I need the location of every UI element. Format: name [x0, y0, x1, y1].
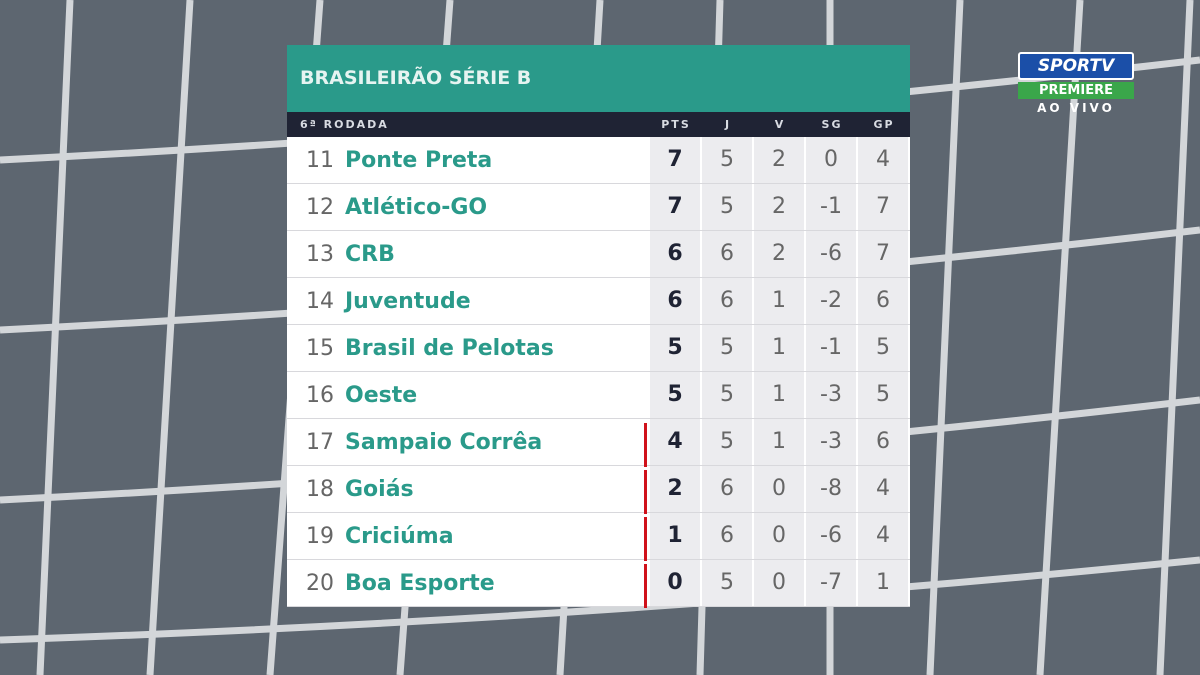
team-name: Sampaio Corrêa: [345, 429, 543, 455]
stat-cell: 0: [650, 560, 700, 606]
stat-cell: 1: [754, 278, 804, 324]
stat-cell: 6: [702, 231, 752, 277]
position: 16: [306, 382, 334, 408]
stat-cell: 0: [754, 466, 804, 512]
team-name: CRB: [345, 241, 395, 267]
stat-cell: 0: [754, 560, 804, 606]
position: 12: [306, 194, 334, 220]
channel-name: SPORTV: [1018, 52, 1134, 80]
stat-cell: 5: [702, 137, 752, 183]
table-row: 14 Juventude 6 6 1 -2 6: [287, 278, 910, 325]
stat-cell: 2: [754, 137, 804, 183]
column-header: PTS: [661, 118, 691, 131]
stat-cell: 5: [702, 419, 752, 465]
table-row: 12 Atlético-GO 7 5 2 -1 7: [287, 184, 910, 231]
stat-cell: 6: [702, 466, 752, 512]
position: 18: [306, 476, 334, 502]
table-title: BRASILEIRÃO SÉRIE B: [287, 45, 910, 112]
stat-cell: 1: [754, 372, 804, 418]
column-header: GP: [873, 118, 895, 131]
stat-cell: 2: [754, 184, 804, 230]
table-row: 19 Criciúma 1 6 0 -6 4: [287, 513, 910, 560]
stat-cell: 4: [858, 466, 908, 512]
table-row: 18 Goiás 2 6 0 -8 4: [287, 466, 910, 513]
stat-cell: 5: [702, 184, 752, 230]
stat-cell: 1: [650, 513, 700, 559]
table-row: 13 CRB 6 6 2 -6 7: [287, 231, 910, 278]
column-header: V: [774, 118, 786, 131]
position: 13: [306, 241, 334, 267]
live-status: AO VIVO: [1037, 101, 1115, 115]
position: 19: [306, 523, 334, 549]
stat-cell: 5: [858, 325, 908, 371]
stat-cell: 0: [754, 513, 804, 559]
stat-cell: -6: [806, 513, 856, 559]
stat-cell: 1: [754, 325, 804, 371]
team-name: Ponte Preta: [345, 147, 493, 173]
stat-cell: 5: [702, 560, 752, 606]
position: 20: [306, 570, 334, 596]
table-row: 20 Boa Esporte 0 5 0 -7 1: [287, 560, 910, 607]
table-row: 11 Ponte Preta 7 5 2 0 4: [287, 137, 910, 184]
stat-cell: -6: [806, 231, 856, 277]
stat-cell: 5: [702, 372, 752, 418]
standings-table: BRASILEIRÃO SÉRIE B 6ª RODADA PTS J V SG GP …: [287, 45, 910, 608]
team-name: Brasil de Pelotas: [345, 335, 554, 361]
stat-cell: 6: [702, 513, 752, 559]
stat-cell: 4: [858, 137, 908, 183]
relegation-marker: [644, 517, 647, 561]
relegation-marker: [644, 423, 647, 467]
stat-cell: 6: [702, 278, 752, 324]
stat-cell: 1: [754, 419, 804, 465]
stat-cell: -2: [806, 278, 856, 324]
relegation-marker: [644, 470, 647, 514]
stat-cell: -3: [806, 372, 856, 418]
team-name: Criciúma: [345, 523, 454, 549]
channel-logo: SPORTV PREMIERE AO VIVO: [1018, 52, 1134, 115]
stat-cell: 5: [650, 372, 700, 418]
stat-cell: -3: [806, 419, 856, 465]
stat-cell: 7: [858, 184, 908, 230]
team-name: Oeste: [345, 382, 418, 408]
stat-cell: -1: [806, 325, 856, 371]
table-row: 15 Brasil de Pelotas 5 5 1 -1 5: [287, 325, 910, 372]
relegation-marker: [644, 564, 647, 608]
stat-cell: 7: [650, 137, 700, 183]
stat-cell: 6: [858, 419, 908, 465]
stat-cell: 2: [650, 466, 700, 512]
stat-cell: 6: [650, 231, 700, 277]
position: 15: [306, 335, 334, 361]
stat-cell: -7: [806, 560, 856, 606]
stat-cell: 4: [858, 513, 908, 559]
position: 14: [306, 288, 334, 314]
stat-cell: 2: [754, 231, 804, 277]
table-row: 17 Sampaio Corrêa 4 5 1 -3 6: [287, 419, 910, 466]
team-name: Atlético-GO: [345, 194, 488, 220]
stat-cell: -8: [806, 466, 856, 512]
stat-cell: 5: [858, 372, 908, 418]
table-subheader: 6ª RODADA PTS J V SG GP: [287, 112, 910, 137]
stat-cell: 5: [650, 325, 700, 371]
round-label: 6ª RODADA: [300, 118, 389, 131]
package-name: PREMIERE: [1018, 82, 1134, 99]
stat-cell: 6: [650, 278, 700, 324]
stat-cell: 7: [858, 231, 908, 277]
column-header: J: [724, 118, 732, 131]
team-name: Boa Esporte: [345, 570, 495, 596]
table-row: 16 Oeste 5 5 1 -3 5: [287, 372, 910, 419]
stat-cell: 4: [650, 419, 700, 465]
team-name: Goiás: [345, 476, 414, 502]
stat-cell: -1: [806, 184, 856, 230]
team-name: Juventude: [345, 288, 471, 314]
position: 11: [306, 147, 334, 173]
stat-cell: 0: [806, 137, 856, 183]
stat-cell: 6: [858, 278, 908, 324]
column-header: SG: [821, 118, 843, 131]
stat-cell: 1: [858, 560, 908, 606]
stat-cell: 7: [650, 184, 700, 230]
table-body: 11 Ponte Preta 7 5 2 0 4 12 Atlético-GO 7 5 2 -1 7 13 C…: [287, 137, 910, 607]
stat-cell: 5: [702, 325, 752, 371]
position: 17: [306, 429, 334, 455]
